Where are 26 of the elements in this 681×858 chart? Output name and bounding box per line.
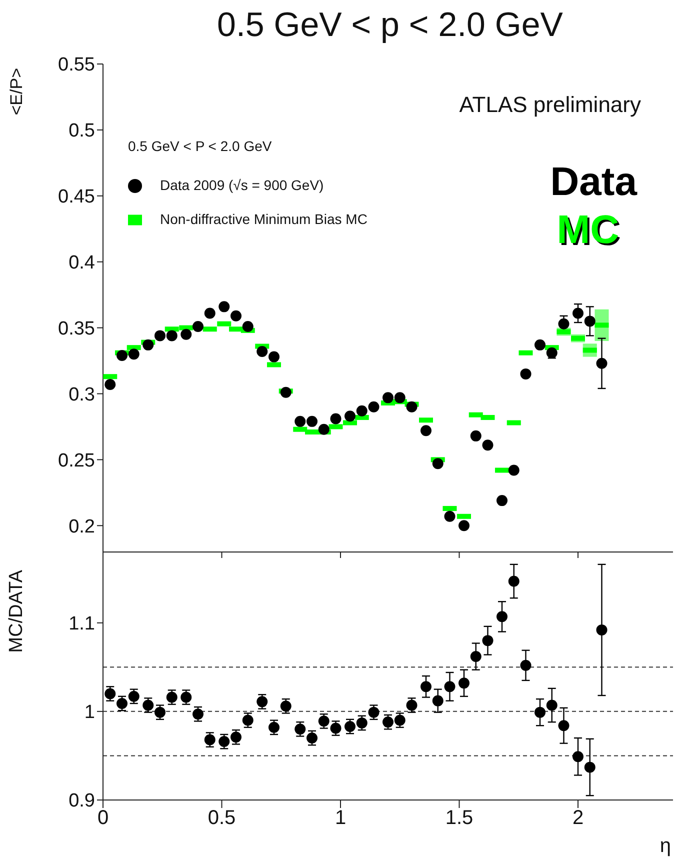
x-tick-label: 0 <box>97 807 109 830</box>
y-tick-label: 0.35 <box>58 318 95 340</box>
annotation: Data <box>550 160 637 205</box>
y-axis-title: MC/DATA <box>6 570 27 653</box>
x-tick-label: 2 <box>572 807 584 830</box>
y-tick-label: 1.1 <box>68 614 95 635</box>
y-tick-label: 0.3 <box>68 384 95 406</box>
y-tick-label: 0.45 <box>58 186 95 208</box>
y-tick-label: 0.9 <box>68 790 95 812</box>
y-tick-label: 0.55 <box>58 54 95 76</box>
chart-title: 0.5 GeV < p < 2.0 GeV <box>216 6 564 45</box>
y-tick-label: 1 <box>84 702 95 724</box>
x-axis-title: η <box>660 835 671 857</box>
y-axis-title: <E/P> <box>7 68 26 116</box>
legend-label: Non-diffractive Minimum Bias MC <box>160 211 368 227</box>
legend-label: Data 2009 (√s = 900 GeV) <box>160 177 324 193</box>
y-tick-label: 0.5 <box>68 120 95 142</box>
annotation: ATLAS preliminary <box>459 92 641 118</box>
legend-title: 0.5 GeV < P < 2.0 GeV <box>128 138 272 154</box>
y-tick-label: 0.25 <box>58 450 95 472</box>
x-tick-label: 1.5 <box>445 807 474 830</box>
y-tick-label: 0.2 <box>68 516 95 538</box>
x-tick-label: 0.5 <box>208 807 236 830</box>
annotation: MC <box>556 208 619 253</box>
x-tick-label: 1 <box>334 807 346 830</box>
y-tick-label: 0.4 <box>68 252 96 274</box>
